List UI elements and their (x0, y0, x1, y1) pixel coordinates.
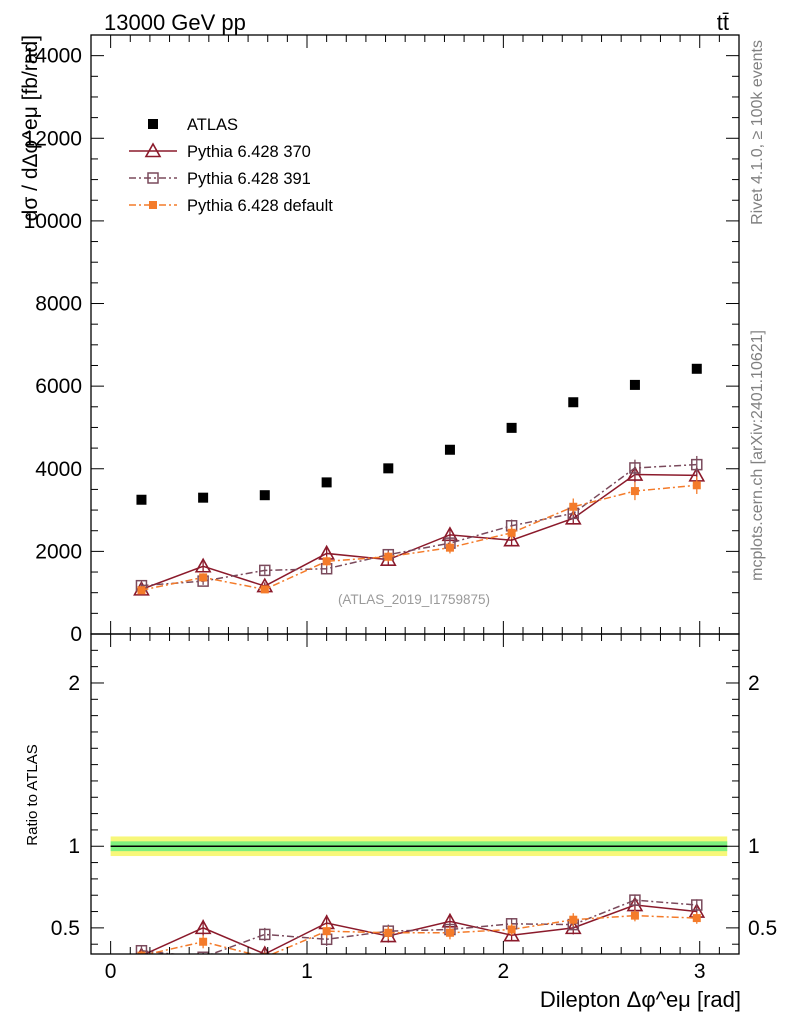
main-point-pythia-6-428-370 (503, 531, 520, 547)
main-y-tick-label: 0 (70, 623, 82, 646)
main-point-atlas (568, 397, 579, 408)
main-point-pythia-6-428-default (630, 487, 639, 496)
legend-marker (148, 119, 158, 129)
main-y-tick-label: 8000 (35, 293, 82, 316)
ratio-point-pythia-6-428-default (199, 937, 208, 946)
ratio-y-tick-label-right: 1 (748, 835, 760, 858)
main-point-atlas (259, 490, 270, 501)
main-y-tick-label: 14000 (24, 45, 82, 68)
main-y-axis-label: dσ / dΔφ^eμ [fb/rad] (19, 35, 42, 221)
main-point-pythia-6-428-default (445, 543, 454, 552)
ratio-point-pythia-6-428-391 (691, 899, 703, 911)
main-line-pythia-6-428-default (141, 484, 697, 591)
header-energy: 13000 GeV pp (104, 10, 246, 35)
ratio-point-pythia-6-428-default (445, 928, 454, 937)
legend-label: Pythia 6.428 391 (187, 170, 311, 188)
x-tick-label: 0 (105, 960, 117, 983)
ratio-line-pythia-6-428-391 (141, 899, 697, 954)
main-point-pythia-6-428-370 (564, 509, 582, 525)
legend-label: ATLAS (187, 116, 238, 134)
main-point-pythia-6-428-default (137, 586, 146, 595)
ratio-y-tick-label-left: 2 (68, 672, 80, 695)
header-process: tt̄ (717, 10, 729, 35)
ratio-line-pythia-6-428-370 (143, 904, 697, 954)
main-point-pythia-6-428-370 (194, 557, 212, 573)
ratio-point-pythia-6-428-391 (197, 951, 209, 954)
main-point-atlas (691, 363, 702, 374)
main-line-pythia-6-428-370 (141, 473, 697, 591)
ratio-point-pythia-6-428-370 (503, 926, 520, 942)
ratio-point-pythia-6-428-370 (194, 919, 212, 935)
main-point-pythia-6-428-default (199, 573, 208, 582)
analysis-label: (ATLAS_2019_I1759875) (338, 592, 490, 607)
main-point-pythia-6-428-default (692, 481, 701, 490)
ratio-point-pythia-6-428-default (384, 928, 393, 937)
main-point-pythia-6-428-391 (691, 458, 703, 471)
main-y-tick-label: 4000 (35, 458, 82, 481)
main-point-pythia-6-428-default (260, 585, 269, 594)
x-tick-label: 3 (694, 960, 706, 983)
main-point-pythia-6-428-391 (259, 564, 271, 577)
ratio-y-tick-label-right: 2 (748, 672, 760, 695)
ratio-y-tick-label-left: 0.5 (51, 917, 80, 940)
ratio-point-pythia-6-428-391 (259, 928, 271, 941)
main-point-atlas (506, 422, 517, 433)
main-point-pythia-6-428-391 (629, 462, 641, 474)
main-point-atlas (444, 444, 455, 455)
main-y-tick-label: 12000 (24, 127, 82, 150)
ratio-point-pythia-6-428-391 (135, 944, 148, 954)
ratio-plot-area (110, 836, 728, 954)
legend: ATLAS Pythia 6.428 370 Pythia 6.428 391 Pyt… (129, 116, 333, 215)
main-point-pythia-6-428-default (507, 528, 516, 537)
main-point-pythia-6-428-default (384, 552, 393, 561)
main-y-tick-label: 6000 (35, 375, 82, 398)
main-point-atlas (383, 463, 394, 474)
main-plot-area (133, 363, 706, 596)
legend-marker (149, 201, 157, 209)
x-axis-label: Dilepton Δφ^eμ [rad] (540, 987, 741, 1012)
legend-marker (147, 172, 159, 184)
ratio-point-pythia-6-428-391 (629, 894, 641, 906)
main-point-atlas (629, 379, 640, 390)
ratio-point-pythia-6-428-default (137, 951, 146, 954)
legend-label: Pythia 6.428 370 (187, 143, 311, 161)
text-layer: 13000 GeV pp tt̄ Rivet 4.1.0, ≥ 100k eve… (19, 10, 766, 1012)
rivet-version-label: Rivet 4.1.0, ≥ 100k events (749, 40, 766, 225)
main-line-pythia-6-428-391 (141, 463, 697, 587)
main-point-pythia-6-428-370 (626, 465, 644, 481)
main-y-tick-label: 10000 (24, 210, 82, 233)
ratio-point-pythia-6-428-default (692, 914, 701, 923)
ratio-line-pythia-6-428-default (145, 914, 697, 954)
legend-marker (144, 142, 162, 158)
ratio-y-axis-label: Ratio to ATLAS (24, 744, 41, 845)
ratio-point-pythia-6-428-default (630, 911, 639, 920)
x-tick-label: 2 (498, 960, 510, 983)
main-point-pythia-6-428-default (322, 557, 331, 566)
x-tick-label: 1 (301, 960, 313, 983)
ratio-frame (90, 633, 740, 955)
ratio-y-tick-label-left: 1 (68, 835, 80, 858)
ratio-point-pythia-6-428-370 (259, 945, 270, 954)
main-y-tick-label: 2000 (35, 540, 82, 563)
mcplots-label: mcplots.cern.ch [arXiv:2401.10621] (749, 330, 766, 581)
ratio-point-pythia-6-428-370 (564, 919, 582, 935)
main-point-pythia-6-428-default (569, 502, 578, 511)
ratio-point-pythia-6-428-default (507, 925, 516, 934)
ratio-point-pythia-6-428-default (569, 915, 578, 924)
ratio-y-tick-label-right: 0.5 (748, 917, 777, 940)
main-point-atlas (321, 477, 332, 488)
ratio-point-pythia-6-428-default (322, 927, 331, 936)
main-point-atlas (136, 494, 147, 505)
legend-label: Pythia 6.428 default (187, 197, 333, 215)
main-point-atlas (198, 492, 209, 503)
axes-layer: 0 1 2 3 0 2000 4000 6000 8000 10000 12000 14000 0.5 0… (24, 34, 777, 983)
